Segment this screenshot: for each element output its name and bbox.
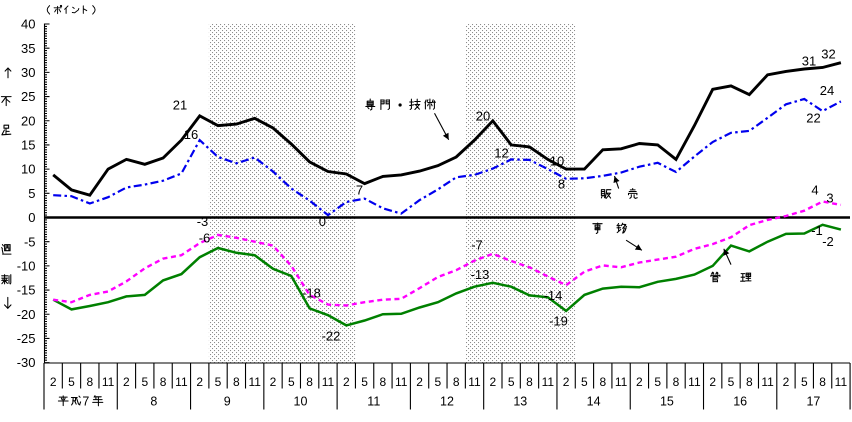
- svg-text:4: 4: [811, 183, 818, 198]
- svg-text:11: 11: [468, 375, 481, 389]
- svg-text:-2: -2: [822, 234, 834, 249]
- svg-text:11: 11: [761, 375, 774, 389]
- svg-text:-30: -30: [17, 355, 36, 370]
- svg-text:-10: -10: [17, 259, 36, 274]
- svg-text:12: 12: [494, 146, 508, 161]
- svg-text:-15: -15: [17, 283, 36, 298]
- svg-text:11: 11: [175, 375, 188, 389]
- svg-text:16: 16: [184, 127, 198, 142]
- svg-text:11: 11: [102, 375, 115, 389]
- svg-text:5: 5: [68, 375, 75, 389]
- svg-text:8: 8: [673, 375, 680, 389]
- svg-text:5: 5: [435, 375, 442, 389]
- svg-text:15: 15: [21, 138, 35, 153]
- svg-text:2: 2: [489, 375, 496, 389]
- svg-text:-13: -13: [471, 267, 490, 282]
- svg-text:8: 8: [160, 375, 167, 389]
- svg-text:5: 5: [728, 375, 735, 389]
- svg-text:25: 25: [21, 89, 35, 104]
- svg-text:30: 30: [21, 65, 35, 80]
- svg-text:2: 2: [343, 375, 350, 389]
- svg-text:8: 8: [746, 375, 753, 389]
- svg-text:-3: -3: [197, 214, 209, 229]
- svg-text:2: 2: [416, 375, 423, 389]
- svg-text:20: 20: [476, 109, 490, 124]
- svg-text:2: 2: [270, 375, 277, 389]
- svg-text:2: 2: [196, 375, 203, 389]
- svg-text:11: 11: [542, 375, 555, 389]
- svg-text:5: 5: [581, 375, 588, 389]
- svg-text:2: 2: [563, 375, 570, 389]
- svg-text:-22: -22: [322, 329, 341, 344]
- svg-text:9: 9: [224, 394, 231, 408]
- svg-text:15: 15: [660, 394, 674, 408]
- svg-text:11: 11: [322, 375, 335, 389]
- svg-text:40: 40: [21, 17, 35, 32]
- svg-text:8: 8: [306, 375, 313, 389]
- svg-text:-25: -25: [17, 331, 36, 346]
- svg-text:11: 11: [395, 375, 408, 389]
- svg-text:32: 32: [821, 46, 835, 61]
- svg-text:3: 3: [826, 191, 833, 206]
- svg-text:2: 2: [783, 375, 790, 389]
- svg-text:11: 11: [367, 394, 380, 408]
- svg-text:-1: -1: [811, 223, 823, 238]
- svg-text:8: 8: [233, 375, 240, 389]
- svg-text:8: 8: [819, 375, 826, 389]
- svg-text:20: 20: [21, 113, 35, 128]
- svg-text:11: 11: [835, 375, 848, 389]
- svg-text:31: 31: [802, 54, 816, 69]
- svg-text:24: 24: [820, 83, 834, 98]
- svg-text:8: 8: [380, 375, 387, 389]
- svg-text:-20: -20: [17, 307, 36, 322]
- svg-text:14: 14: [587, 394, 601, 408]
- svg-text:-14: -14: [544, 288, 563, 303]
- svg-text:5: 5: [801, 375, 808, 389]
- svg-text:-7: -7: [471, 238, 483, 253]
- svg-text:-6: -6: [199, 231, 211, 246]
- svg-text:17: 17: [806, 394, 820, 408]
- svg-text:21: 21: [173, 98, 187, 113]
- svg-text:0: 0: [28, 210, 35, 225]
- svg-text:8: 8: [453, 375, 460, 389]
- svg-text:-19: -19: [549, 314, 568, 329]
- svg-text:35: 35: [21, 41, 35, 56]
- svg-text:5: 5: [28, 186, 35, 201]
- svg-text:8: 8: [526, 375, 533, 389]
- svg-text:10: 10: [294, 394, 308, 408]
- svg-text:16: 16: [733, 394, 747, 408]
- svg-text:11: 11: [688, 375, 701, 389]
- svg-text:10: 10: [21, 162, 35, 177]
- svg-text:2: 2: [709, 375, 716, 389]
- svg-text:5: 5: [141, 375, 148, 389]
- svg-text:2: 2: [123, 375, 130, 389]
- svg-text:22: 22: [806, 111, 820, 126]
- svg-text:5: 5: [508, 375, 515, 389]
- svg-text:13: 13: [513, 394, 527, 408]
- svg-text:5: 5: [654, 375, 661, 389]
- svg-text:-18: -18: [302, 286, 321, 301]
- svg-text:0: 0: [319, 214, 326, 229]
- svg-text:11: 11: [248, 375, 261, 389]
- svg-text:7: 7: [356, 183, 363, 198]
- svg-text:12: 12: [440, 394, 454, 408]
- svg-text:5: 5: [215, 375, 222, 389]
- svg-text:8: 8: [86, 375, 93, 389]
- svg-text:-5: -5: [24, 234, 36, 249]
- svg-text:5: 5: [288, 375, 295, 389]
- svg-text:11: 11: [615, 375, 628, 389]
- svg-text:8: 8: [150, 394, 157, 408]
- svg-text:5: 5: [361, 375, 368, 389]
- svg-text:8: 8: [558, 177, 565, 192]
- svg-text:2: 2: [636, 375, 643, 389]
- svg-text:10: 10: [550, 154, 564, 169]
- svg-text:7: 7: [82, 394, 89, 408]
- svg-text:8: 8: [599, 375, 606, 389]
- svg-text:2: 2: [50, 375, 57, 389]
